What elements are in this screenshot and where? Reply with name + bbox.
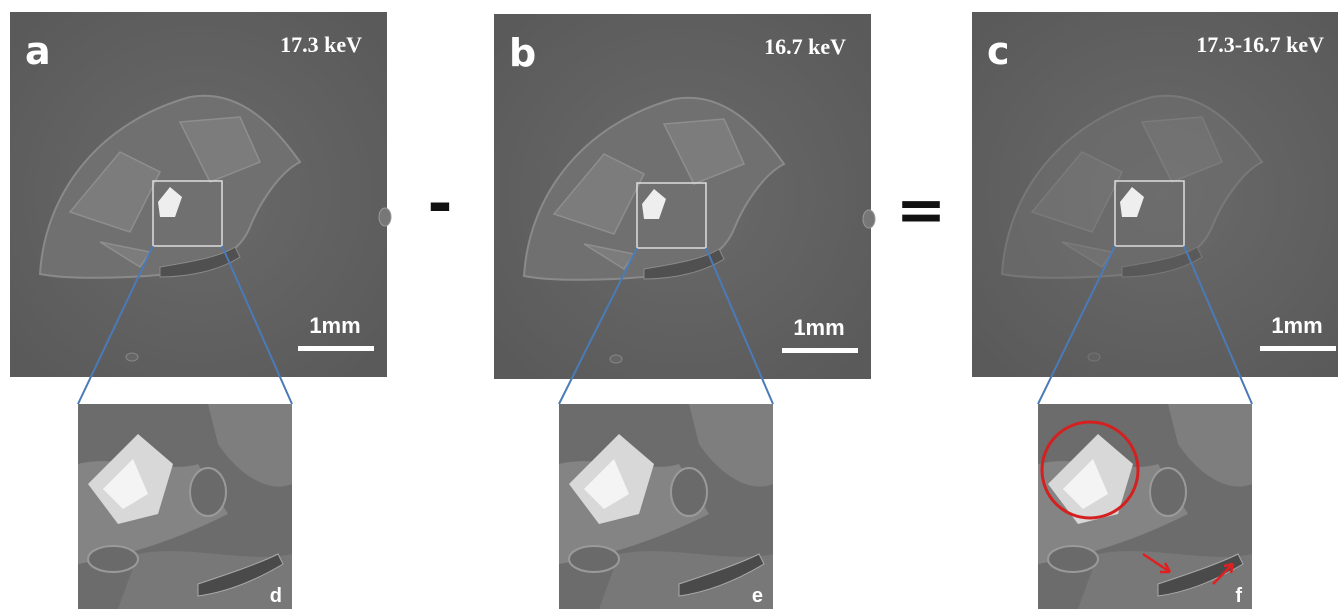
energy-label: 16.7 keV [764, 34, 846, 59]
panel-label: a [25, 29, 51, 73]
scale-label: 1mm [793, 315, 844, 340]
inset: e [559, 404, 773, 609]
inset-image [78, 404, 292, 609]
panel-label: b [509, 31, 536, 75]
panel: b 16.7 keV 1mm [494, 14, 875, 379]
energy-label: 17.3 keV [280, 32, 362, 57]
scale-bar [782, 348, 858, 353]
operator: = [896, 175, 946, 245]
scale-bar [1260, 346, 1336, 351]
energy-label: 17.3-16.7 keV [1196, 32, 1324, 57]
scale-label: 1mm [1271, 313, 1322, 338]
inset-image [559, 404, 773, 609]
panel-label: c [987, 29, 1010, 73]
page: {"panels": [ {"label": "a", "energy": "1… [0, 0, 1338, 609]
scale-label: 1mm [309, 313, 360, 338]
inset-label: d [270, 585, 282, 607]
inset: f [1038, 404, 1252, 609]
inset-label: f [1235, 585, 1242, 607]
panel: a 17.3 keV 1mm [10, 12, 391, 377]
panel: c 17.3-16.7 keV 1mm [972, 12, 1338, 377]
scale-bar [298, 346, 374, 351]
operator: - [428, 169, 453, 239]
inset-label: e [752, 585, 763, 607]
figure: a 17.3 keV 1mm d b 16.7 keV 1mm e c 17.3-16.7 keV… [0, 0, 1338, 609]
inset: d [78, 404, 292, 609]
